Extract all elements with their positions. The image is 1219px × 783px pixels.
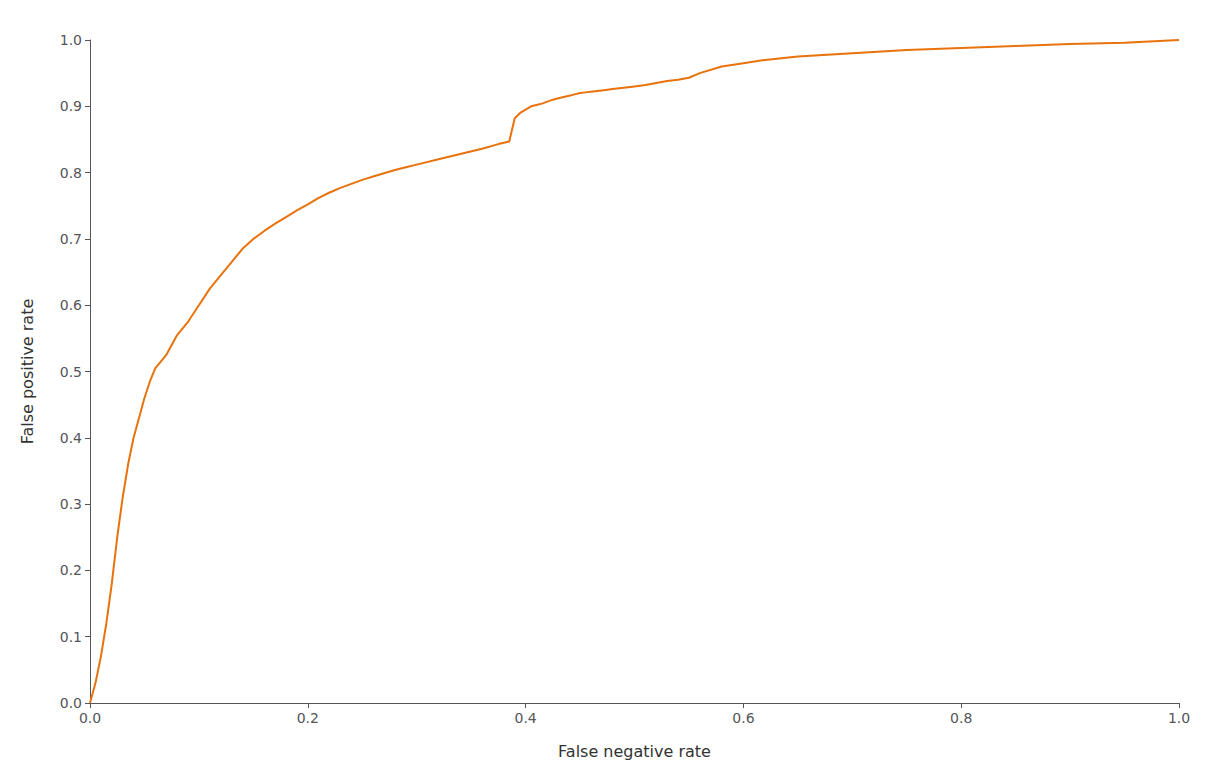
svg-text:0.8: 0.8 (60, 165, 82, 181)
svg-text:0.7: 0.7 (60, 231, 82, 247)
svg-text:1.0: 1.0 (60, 32, 82, 48)
svg-text:0.8: 0.8 (950, 710, 972, 726)
svg-text:0.2: 0.2 (60, 562, 82, 578)
svg-text:0.3: 0.3 (60, 496, 82, 512)
svg-text:False positive rate: False positive rate (18, 299, 37, 445)
svg-text:0.2: 0.2 (297, 710, 319, 726)
svg-text:0.0: 0.0 (60, 695, 82, 711)
svg-text:1.0: 1.0 (1168, 710, 1190, 726)
svg-text:0.5: 0.5 (60, 364, 82, 380)
svg-text:0.4: 0.4 (60, 430, 82, 446)
svg-text:0.6: 0.6 (732, 710, 754, 726)
svg-text:0.0: 0.0 (79, 710, 101, 726)
svg-text:False negative rate: False negative rate (558, 742, 711, 761)
svg-text:0.4: 0.4 (514, 710, 536, 726)
svg-text:0.1: 0.1 (60, 629, 82, 645)
svg-text:0.6: 0.6 (60, 297, 82, 313)
svg-text:0.9: 0.9 (60, 98, 82, 114)
